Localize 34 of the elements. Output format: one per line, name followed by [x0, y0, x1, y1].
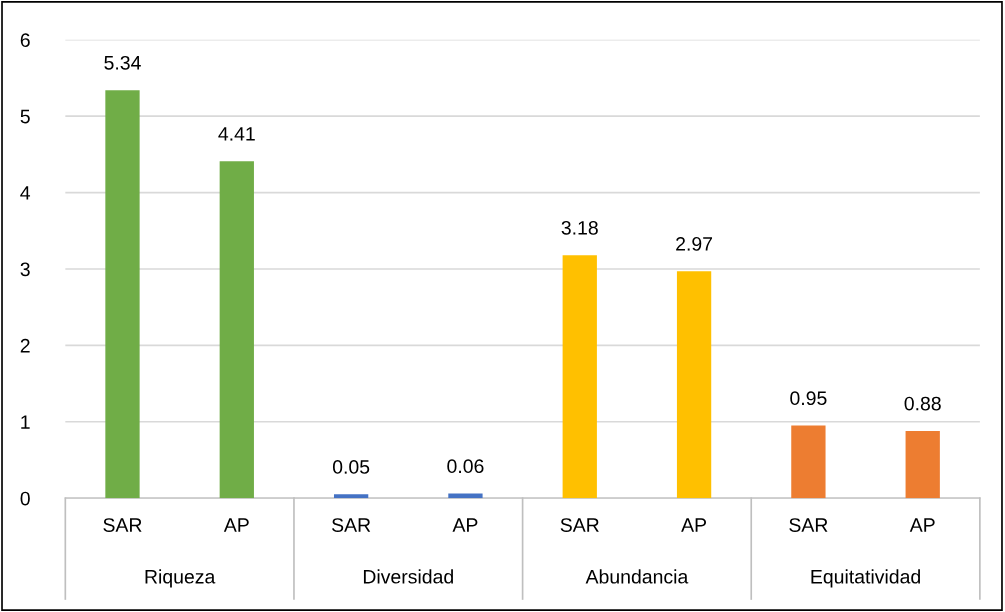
data-label: 4.41	[218, 127, 255, 141]
x-tick-label: SAR	[332, 518, 371, 532]
bar	[676, 271, 712, 499]
data-label: 3.18	[561, 220, 598, 235]
bar	[562, 255, 597, 499]
x-tick-label: AP	[452, 518, 478, 532]
y-tick-label: 4	[20, 186, 31, 200]
y-tick-label: 1	[21, 415, 30, 429]
data-label: 0.95	[790, 391, 827, 406]
y-tick-label: 5	[20, 109, 30, 124]
x-tick-label: AP	[681, 518, 707, 532]
x-tick-label: AP	[223, 518, 249, 532]
y-tick-label: 3	[20, 262, 30, 277]
data-label: 2.97	[676, 236, 713, 251]
y-tick-label: 0	[20, 491, 30, 506]
bar	[333, 494, 369, 499]
data-label: 0.06	[447, 459, 484, 474]
bar	[791, 425, 826, 499]
data-label: 0.05	[332, 460, 370, 474]
y-tick-label: 2	[20, 338, 30, 353]
bar	[905, 430, 940, 499]
y-tick-label: 6	[20, 33, 30, 48]
bar	[219, 161, 254, 499]
data-label: 0.88	[904, 396, 941, 411]
x-tick-label: AP	[909, 518, 935, 532]
text: Diversidad	[363, 569, 453, 584]
data-label: 5.34	[104, 55, 141, 70]
text: Equitatividad	[811, 569, 920, 588]
x-tick-label: SAR	[560, 518, 599, 532]
x-tick-label: SAR	[789, 518, 828, 532]
text: Abundancia	[585, 569, 689, 584]
x-tick-label: SAR	[103, 518, 142, 532]
bar	[105, 90, 140, 499]
text: Riqueza	[145, 569, 216, 588]
